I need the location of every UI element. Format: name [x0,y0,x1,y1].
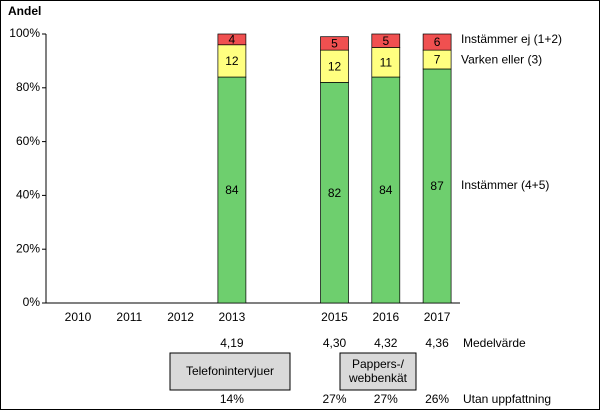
row-label: Medelvärde [463,336,526,350]
y-tick-label: 100% [9,26,40,40]
row-value: 4,36 [425,336,449,350]
method-box [339,352,417,391]
legend-label: Instämmer ej (1+2) [461,32,562,46]
x-tick-label: 2011 [116,310,142,324]
bar-segment [217,76,247,304]
bar-segment [371,47,401,78]
row-value: 27% [374,392,398,406]
bar-segment [217,33,247,46]
y-axis-title: Andel [8,4,41,18]
row-label: Utan uppfattning [463,392,551,406]
x-tick-label: 2015 [321,310,348,324]
x-tick-label: 2012 [167,310,194,324]
y-tick-label: 60% [16,134,40,148]
y-tick-label: 20% [16,241,40,255]
x-tick-label: 2017 [424,310,451,324]
row-value: 4,32 [374,336,398,350]
bar-segment [422,33,452,51]
y-tick-label: 80% [16,80,40,94]
value-label: 5 [331,37,338,51]
x-tick-label: 2016 [372,310,399,324]
legend-label: Varken eller (3) [461,52,542,66]
bar-segment [371,33,401,48]
value-label: 7 [434,53,441,67]
value-label: 6 [434,35,441,49]
x-tick-label: 2010 [65,310,92,324]
y-tick-label: 40% [16,188,40,202]
row-value: 14% [220,392,244,406]
value-label: 11 [380,55,393,69]
value-label: 4 [229,33,236,47]
value-label: 87 [430,179,444,193]
value-label: 5 [382,34,389,48]
value-label: 82 [328,186,342,200]
row-value: 27% [322,392,346,406]
method-box-label: Telefonintervjuer [186,364,274,378]
row-value: 4,19 [220,336,244,350]
value-label: 12 [328,59,342,73]
bar-segment [320,49,349,83]
bar-segment [422,68,452,304]
bar-segment [217,44,247,78]
method-box-label: Pappers-/webbenkät [348,357,408,385]
bar-segment [320,36,349,51]
value-label: 84 [379,183,393,197]
bar-segment [320,82,349,304]
row-value: 4,30 [323,336,347,350]
value-label: 12 [225,54,239,68]
legend-label: Instämmer (4+5) [461,178,549,192]
value-label: 84 [225,183,239,197]
row-value: 26% [425,392,449,406]
x-tick-label: 2013 [219,310,246,324]
y-tick-label: 0% [23,295,41,309]
method-box [169,352,291,391]
